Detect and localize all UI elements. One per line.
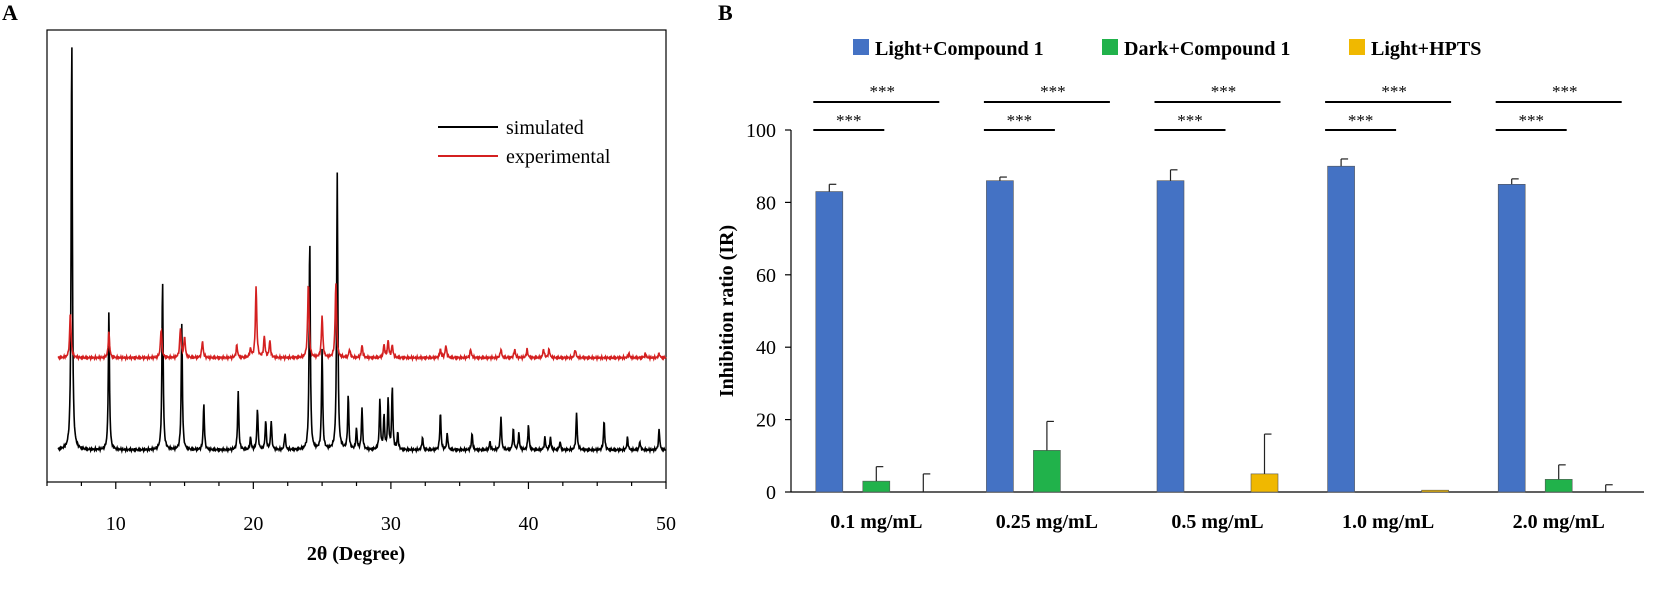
x-tick-label: 40 (518, 513, 538, 535)
y-tick-label: 40 (756, 337, 776, 359)
category-label: 1.0 mg/mL (1342, 511, 1434, 533)
y-axis: 0 20 40 60 80 100 (746, 120, 791, 504)
legend-label: Light+Compound 1 (875, 38, 1044, 60)
x-axis: 0.1 mg/mL 0.25 mg/mL 0.5 mg/mL 1.0 mg/mL 2.0… (830, 511, 1605, 533)
significance-stars: *** (1040, 82, 1066, 101)
xrd-chart: 10 20 30 40 50 simulated experimental 2θ (De… (46, 29, 676, 565)
bar (862, 480, 891, 493)
x-tick-label: 20 (243, 513, 263, 535)
bar (1156, 180, 1185, 493)
bar (1033, 450, 1061, 493)
significance-stars: *** (1177, 111, 1203, 130)
significance-stars: *** (1348, 111, 1374, 130)
x-tick-label: 50 (656, 513, 676, 535)
bar (1497, 184, 1526, 493)
y-tick-label: 100 (746, 120, 776, 142)
legend-swatch (1102, 39, 1118, 55)
legend-label: Dark+Compound 1 (1124, 38, 1290, 60)
category-label: 0.5 mg/mL (1171, 511, 1263, 533)
significance-stars: *** (1381, 82, 1407, 101)
series-line-experimental (57, 283, 667, 363)
bar (986, 180, 1014, 493)
legend-label-experimental: experimental (506, 146, 611, 168)
x-tick-label: 10 (106, 513, 126, 535)
significance-stars: *** (836, 111, 862, 130)
significance-stars: *** (870, 82, 896, 101)
significance-stars: *** (1007, 111, 1033, 130)
significance-stars: *** (1552, 82, 1578, 101)
x-axis-title: 2θ (Degree) (307, 543, 405, 565)
legend-label-simulated: simulated (506, 117, 584, 139)
legend-label: Light+HPTS (1371, 38, 1481, 60)
panel-b-label: B (718, 0, 733, 25)
y-tick-label: 20 (756, 410, 776, 432)
x-axis: 10 20 30 40 50 (46, 482, 676, 535)
y-tick-label: 60 (756, 265, 776, 287)
y-axis-title: Inhibition ratio (IR) (716, 225, 738, 397)
legend: simulated experimental (438, 117, 611, 168)
series-line-simulated (57, 47, 667, 455)
bar (1250, 473, 1279, 493)
legend: Light+Compound 1 Dark+Compound 1 Light+HPT… (853, 38, 1481, 60)
bar (1327, 165, 1355, 493)
bars (815, 158, 1613, 493)
category-label: 0.25 mg/mL (996, 511, 1098, 533)
category-label: 2.0 mg/mL (1513, 511, 1605, 533)
bar (1421, 489, 1449, 493)
significance-annotations: *** *** *** *** *** *** *** *** *** *** (813, 82, 1622, 131)
x-tick-label: 30 (381, 513, 401, 535)
category-label: 0.1 mg/mL (830, 511, 922, 533)
panel-a-label: A (2, 0, 18, 25)
significance-stars: *** (1211, 82, 1237, 101)
plot-frame (46, 29, 667, 483)
legend-swatch (1349, 39, 1365, 55)
bar (815, 191, 844, 493)
y-tick-label: 80 (756, 192, 776, 214)
legend-swatch (853, 39, 869, 55)
significance-stars: *** (1518, 111, 1544, 130)
bar (1544, 479, 1573, 493)
y-tick-label: 0 (766, 482, 776, 504)
